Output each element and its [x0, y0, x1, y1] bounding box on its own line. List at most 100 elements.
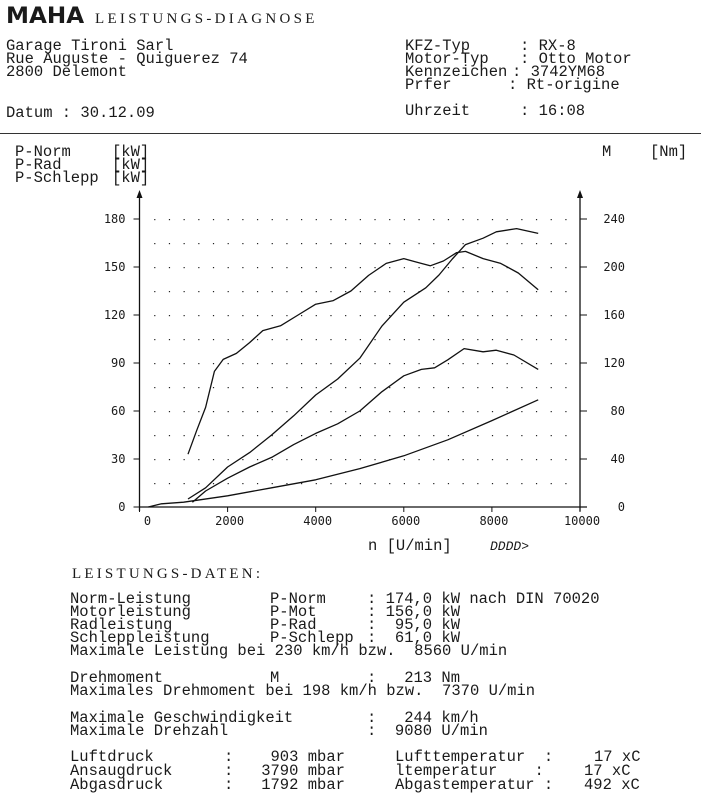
grid-dot [389, 219, 391, 221]
grid-dot [462, 315, 464, 317]
grid-dot [198, 291, 200, 293]
grid-dot [506, 483, 508, 485]
grid-dot [345, 483, 347, 485]
grid-dot [301, 459, 303, 461]
schleppleistung-value: : 61,0 kW [367, 629, 461, 647]
grid-dot [330, 219, 332, 221]
section-title: LEISTUNGS-DATEN: [72, 566, 264, 582]
grid-dot [227, 387, 229, 389]
grid-dot [403, 219, 405, 221]
grid-dot [242, 339, 244, 341]
x-axis-arrow-label: DDDD> [490, 539, 530, 554]
grid-dot [345, 387, 347, 389]
y-tick-label-left: 120 [104, 308, 126, 322]
grid-dot [477, 339, 479, 341]
grid-dot [565, 315, 567, 317]
grid-dot [418, 483, 420, 485]
grid-dot [154, 387, 156, 389]
grid-dot [447, 219, 450, 221]
grid-dot [389, 291, 391, 293]
grid-dot [330, 315, 332, 317]
grid-dot [301, 315, 303, 317]
grid-dot [535, 315, 538, 317]
grid-dot [491, 483, 494, 485]
y-tick-label-left: 150 [104, 260, 126, 274]
y-tick-label-left: 90 [111, 356, 125, 370]
grid-dot [271, 483, 273, 485]
grid-dot [168, 291, 171, 293]
grid-dot [550, 219, 552, 221]
grid-dot [168, 411, 171, 413]
grid-dot [418, 435, 420, 437]
grid-dot [506, 411, 508, 413]
grid-dot [462, 339, 464, 341]
legend-torque-unit: [Nm] [650, 143, 688, 161]
grid-dot [330, 291, 332, 293]
legend-p-norm: P-Norm [15, 143, 71, 161]
grid-dot [359, 315, 361, 317]
grid-dot [271, 459, 273, 461]
grid-dot [227, 315, 229, 317]
grid-dot [168, 483, 171, 485]
grid-dot [168, 387, 171, 389]
grid-dot [521, 387, 523, 389]
oeltemperatur-value: 17 xC [584, 762, 631, 780]
grid-dot [330, 267, 332, 269]
grid-dot [212, 219, 215, 221]
grid-dot [227, 483, 229, 485]
grid-dot [286, 411, 288, 413]
grid-dot [374, 435, 376, 437]
grid-dot [183, 435, 185, 437]
legend-p-norm-unit: [kW] [112, 143, 150, 161]
grid-dot [227, 363, 229, 365]
grid-dot [315, 291, 317, 293]
grid-dot [256, 267, 259, 269]
grid-dot [447, 387, 450, 389]
grid-dot [301, 387, 303, 389]
grid-dot [271, 243, 273, 245]
series-p-rad [191, 347, 539, 503]
grid-dot [183, 411, 185, 413]
grid-dot [198, 459, 200, 461]
grid-dot [433, 219, 435, 221]
grid-dot [242, 483, 244, 485]
grid-dot [389, 267, 391, 269]
grid-dot [565, 483, 567, 485]
grid-dot [286, 435, 288, 437]
grid-dot [418, 387, 420, 389]
grid-dot [477, 387, 479, 389]
grid-dot [212, 243, 215, 245]
radleistung-value: : 95,0 kW [367, 616, 461, 634]
grid-dot [447, 315, 450, 317]
grid-dot [462, 459, 464, 461]
series-p-schlepp [148, 399, 539, 508]
grid-dot [462, 483, 464, 485]
torque-label: Drehmoment [70, 669, 164, 687]
grid-dot [359, 459, 361, 461]
grid-dot [271, 315, 273, 317]
grid-dot [154, 411, 156, 413]
grid-dot [374, 291, 376, 293]
grid-dot [212, 339, 215, 341]
ansaugdruck-label: Ansaugdruck [70, 762, 173, 780]
grid-dot [506, 363, 508, 365]
grid-dot [227, 291, 229, 293]
grid-dot [565, 363, 567, 365]
x-tick-label: 2000 [215, 514, 244, 528]
grid-dot [301, 435, 303, 437]
grid-dot [256, 435, 259, 437]
y-tick-label-right: 200 [603, 260, 625, 274]
grid-dot [477, 315, 479, 317]
grid-dot [491, 243, 494, 245]
grid-dot [389, 411, 391, 413]
grid-dot [242, 363, 244, 365]
page-title: LEISTUNGS-DIAGNOSE [95, 11, 318, 27]
x-tick-label: 8000 [479, 514, 508, 528]
grid-dot [154, 219, 156, 221]
grid-dot [521, 435, 523, 437]
legend-p-rad: P-Rad [15, 156, 62, 174]
grid-dot [477, 411, 479, 413]
grid-dot [242, 387, 244, 389]
grid-dot [447, 459, 450, 461]
grid-dot [168, 315, 171, 317]
